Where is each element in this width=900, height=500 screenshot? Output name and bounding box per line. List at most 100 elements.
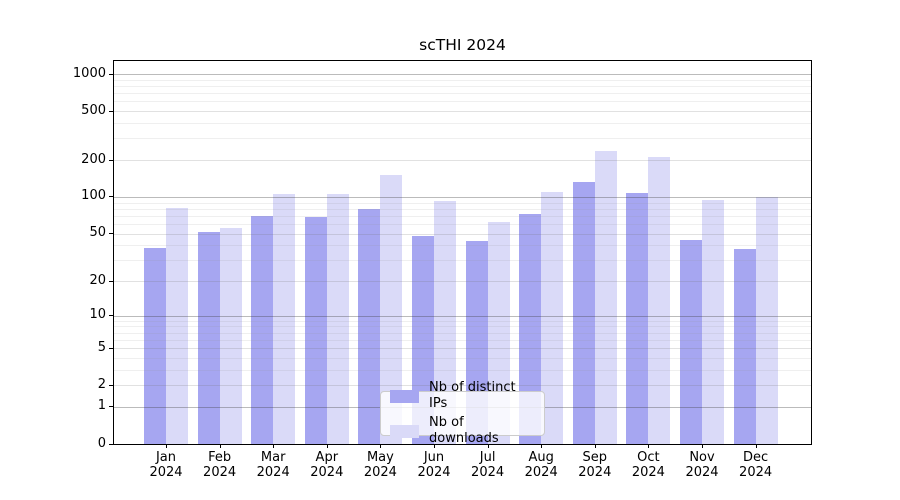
x-tick-label-dec: Dec 2024 bbox=[724, 450, 788, 480]
y-tick-mark bbox=[109, 384, 113, 386]
gridline-y-90 bbox=[114, 202, 811, 204]
gridline-y-5 bbox=[114, 348, 811, 350]
gridline-y-100 bbox=[114, 196, 811, 198]
x-tick-label-aug: Aug 2024 bbox=[509, 450, 573, 480]
x-tick-year: 2024 bbox=[256, 464, 290, 480]
y-tick-label: 50 bbox=[89, 225, 106, 240]
bar-downloads-apr bbox=[326, 194, 349, 444]
x-tick-mark bbox=[326, 444, 328, 448]
bar-distinct-ips-nov bbox=[680, 240, 702, 444]
gridline-y-8 bbox=[114, 326, 811, 328]
bar-distinct-ips-jan bbox=[144, 247, 166, 444]
x-tick-label-jan: Jan 2024 bbox=[134, 450, 198, 480]
x-tick-mark bbox=[755, 444, 757, 448]
x-tick-year: 2024 bbox=[578, 464, 612, 480]
y-tick-mark bbox=[109, 347, 113, 349]
gridline-y-2 bbox=[114, 385, 811, 387]
gridline-y-80 bbox=[114, 208, 811, 210]
bar-downloads-sep bbox=[594, 150, 617, 444]
x-tick-year: 2024 bbox=[631, 464, 665, 480]
gridline-y-6 bbox=[114, 339, 811, 341]
gridline-y-3 bbox=[114, 369, 811, 371]
y-tick-mark bbox=[109, 196, 113, 198]
y-tick-mark bbox=[109, 406, 113, 408]
grid-layer bbox=[114, 61, 811, 444]
x-tick-year: 2024 bbox=[417, 464, 451, 480]
x-tick-month: Jan bbox=[155, 450, 177, 465]
x-tick-label-oct: Oct 2024 bbox=[616, 450, 680, 480]
y-tick-label: 2 bbox=[97, 376, 106, 392]
x-tick-month: Jun bbox=[423, 450, 445, 465]
gridline-y-9 bbox=[114, 320, 811, 322]
bar-distinct-ips-aug bbox=[519, 213, 542, 444]
y-tick-label: 1000 bbox=[72, 65, 106, 81]
x-tick-label-nov: Nov 2024 bbox=[670, 450, 734, 480]
x-tick-month: Feb bbox=[208, 450, 232, 465]
gridline-y-1000 bbox=[114, 74, 811, 75]
bar-distinct-ips-dec bbox=[733, 249, 756, 444]
x-tick-year: 2024 bbox=[310, 464, 344, 480]
gridline-y-50 bbox=[114, 233, 811, 235]
bar-downloads-jul bbox=[487, 222, 510, 444]
bar-distinct-ips-sep bbox=[572, 181, 595, 444]
legend-label: Nb of distinct IPs bbox=[429, 380, 516, 411]
legend-item-downloads: Nb of downloads bbox=[390, 415, 535, 447]
x-tick-month: Apr bbox=[315, 450, 339, 465]
x-tick-mark bbox=[166, 444, 167, 448]
y-tick-label: 500 bbox=[81, 102, 106, 118]
legend-item-distinct-ips: Nb of distinct IPs bbox=[390, 380, 535, 412]
x-tick-mark bbox=[702, 444, 703, 448]
bar-downloads-jan bbox=[166, 208, 188, 444]
x-tick-mark bbox=[273, 444, 275, 448]
y-tick-mark bbox=[109, 443, 113, 445]
y-tick-label: 1 bbox=[97, 398, 106, 414]
x-tick-month: May bbox=[366, 450, 394, 465]
bar-downloads-nov bbox=[702, 199, 724, 444]
x-tick-month: Jul bbox=[479, 450, 496, 465]
bar-downloads-dec bbox=[755, 196, 778, 444]
x-tick-year: 2024 bbox=[739, 464, 773, 480]
x-tick-year: 2024 bbox=[149, 464, 183, 480]
gridline-y-60 bbox=[114, 223, 811, 225]
x-tick-mark bbox=[648, 444, 650, 448]
gridline-y-10 bbox=[114, 315, 811, 317]
gridline-y-40 bbox=[114, 245, 811, 247]
bar-distinct-ips-feb bbox=[197, 232, 220, 444]
y-tick-mark bbox=[109, 233, 113, 234]
legend-swatch-distinct-ips bbox=[390, 389, 419, 403]
bar-distinct-ips-may bbox=[358, 208, 381, 444]
legend-label: Nb of downloads bbox=[429, 415, 499, 446]
x-tick-month: Sep bbox=[582, 450, 608, 465]
bar-downloads-aug bbox=[541, 192, 564, 444]
x-tick-mark bbox=[219, 444, 221, 448]
gridline-y-70 bbox=[114, 215, 811, 217]
bar-downloads-oct bbox=[648, 157, 671, 444]
gridline-y-4 bbox=[114, 357, 811, 359]
x-tick-year: 2024 bbox=[203, 464, 237, 480]
x-tick-year: 2024 bbox=[471, 464, 505, 480]
plot-area bbox=[114, 61, 811, 444]
gridline-y-20 bbox=[114, 281, 811, 282]
bar-downloads-mar bbox=[273, 194, 296, 444]
legend-swatch-downloads bbox=[390, 424, 419, 438]
x-tick-label-apr: Apr 2024 bbox=[295, 450, 359, 480]
y-tick-label: 200 bbox=[81, 151, 106, 167]
gridline-y-400 bbox=[114, 123, 811, 124]
x-tick-label-feb: Feb 2024 bbox=[188, 450, 252, 480]
x-tick-mark bbox=[594, 444, 596, 448]
gridline-y-900 bbox=[114, 79, 811, 81]
gridline-y-200 bbox=[114, 160, 811, 161]
gridline-y-700 bbox=[114, 93, 811, 95]
y-tick-label: 100 bbox=[81, 188, 106, 204]
chart-title: scTHI 2024 bbox=[419, 36, 506, 54]
y-tick-mark bbox=[109, 280, 113, 282]
gridline-y-7 bbox=[114, 332, 811, 334]
gridline-y-600 bbox=[114, 101, 811, 103]
bar-downloads-jun bbox=[434, 201, 456, 444]
bar-distinct-ips-mar bbox=[251, 215, 274, 444]
legend: Nb of distinct IPs Nb of downloads bbox=[380, 380, 545, 446]
x-tick-label-mar: Mar 2024 bbox=[241, 450, 305, 480]
y-tick-label: 5 bbox=[97, 339, 106, 355]
x-tick-label-sep: Sep 2024 bbox=[563, 450, 627, 480]
